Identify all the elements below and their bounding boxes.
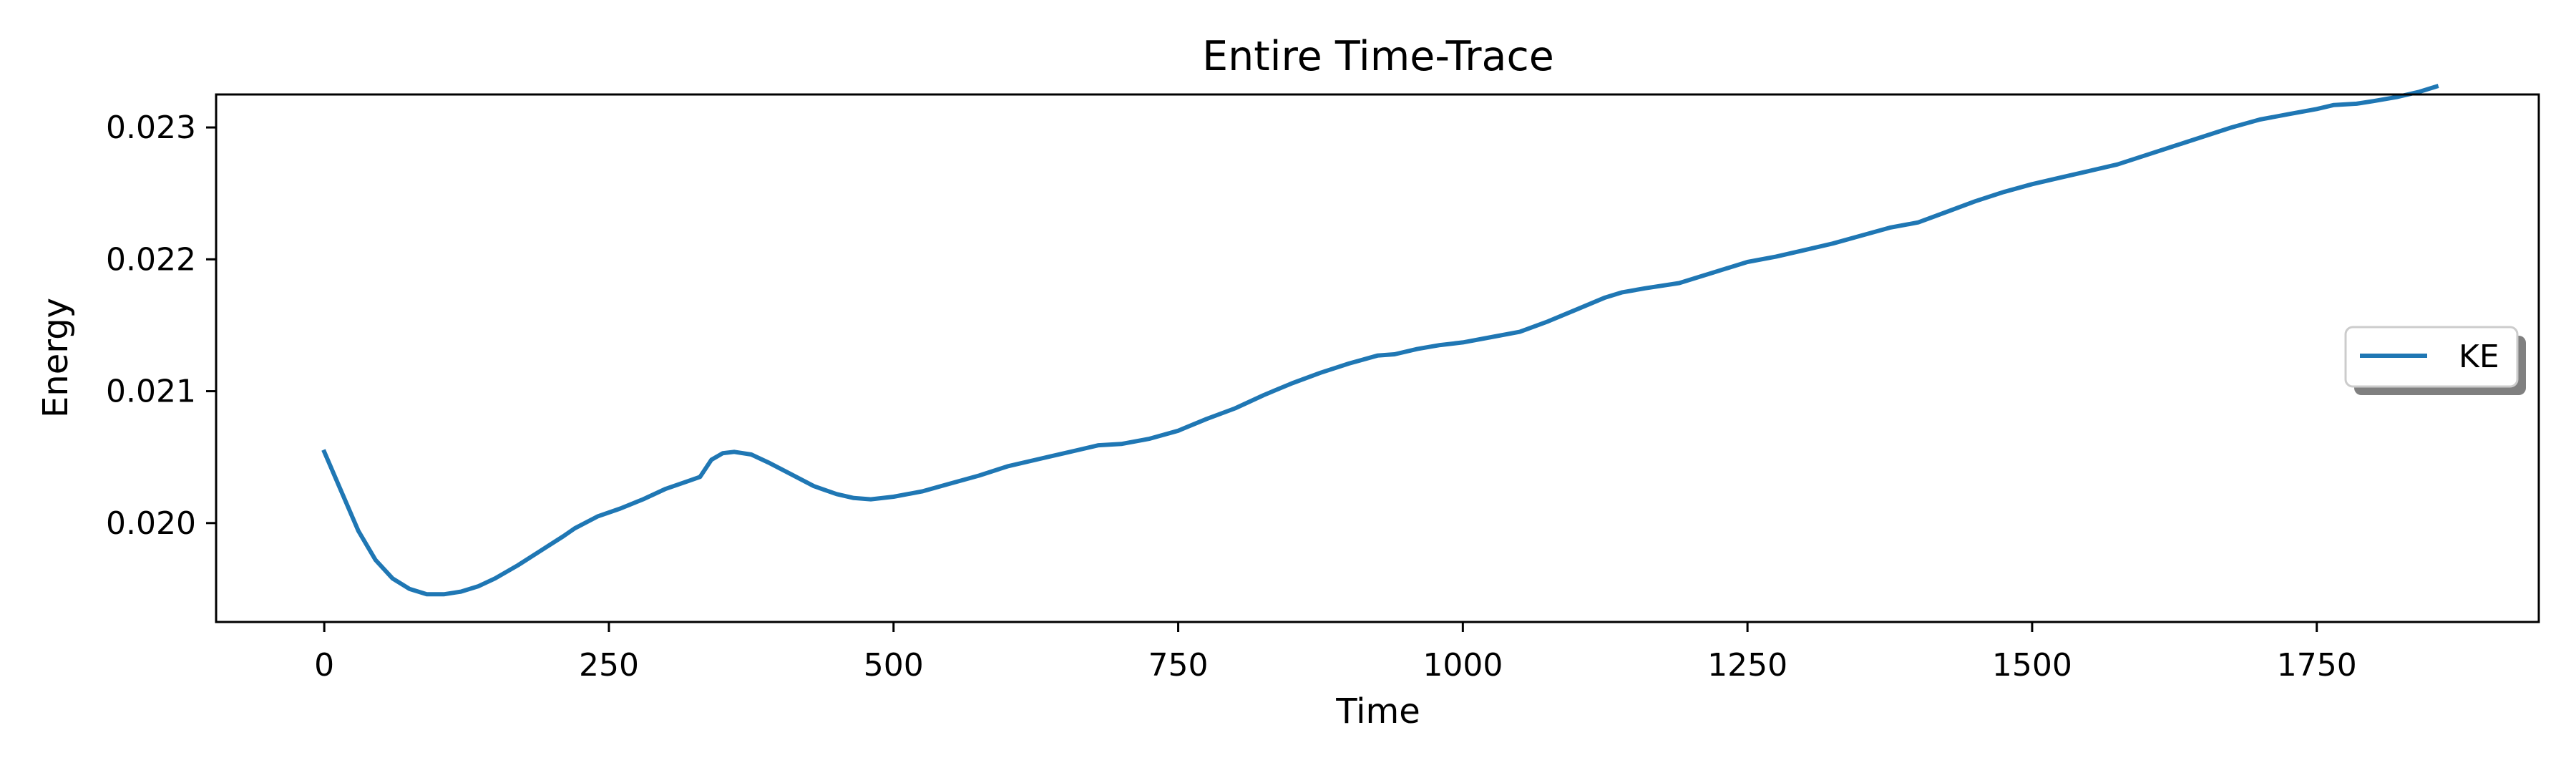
x-tick-label: 500	[864, 647, 924, 684]
y-ticks: 0.020 0.021 0.022 0.023	[106, 110, 216, 542]
plot-frame	[215, 93, 2540, 623]
legend-ke-label: KE	[2459, 339, 2499, 375]
y-tick-label: 0.020	[106, 505, 196, 542]
legend: KE	[2344, 326, 2526, 395]
x-tick-label: 750	[1148, 647, 1209, 684]
x-tick-label: 1250	[1707, 647, 1787, 684]
x-tick-label: 1000	[1423, 647, 1503, 684]
x-ticks: 0 250 500 750 1000 1250 1500 1750	[314, 622, 2357, 684]
legend-box	[2344, 326, 2519, 388]
x-tick-label: 1500	[1992, 647, 2072, 684]
y-tick-label: 0.023	[106, 110, 196, 146]
y-tick-label: 0.021	[106, 374, 196, 410]
chart-title: Entire Time-Trace	[1202, 33, 1554, 80]
ke-series-line	[321, 84, 2439, 597]
plot-area	[216, 94, 2539, 622]
y-axis-label: Energy	[36, 298, 76, 418]
x-axis-label: Time	[1335, 691, 1420, 731]
x-tick-label: 0	[314, 647, 334, 684]
y-tick-label: 0.022	[106, 241, 196, 278]
x-tick-label: 250	[579, 647, 639, 684]
x-tick-label: 1750	[2277, 647, 2357, 684]
